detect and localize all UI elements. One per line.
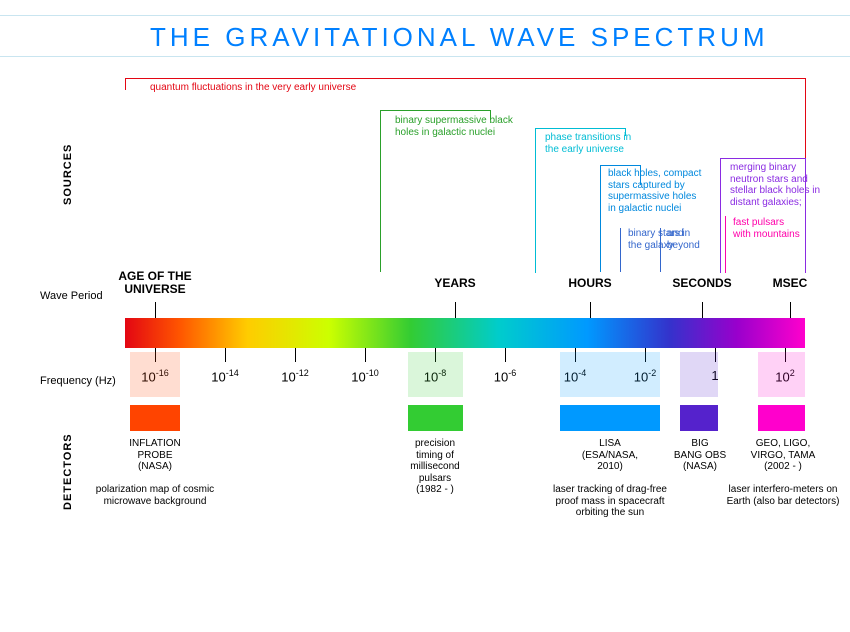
detector-block xyxy=(758,405,805,431)
detector-description: laser interfero-meters on Earth (also ba… xyxy=(721,484,846,507)
axis-label-wave-period: Wave Period xyxy=(40,290,103,302)
axis-label-frequency: Frequency (Hz) xyxy=(40,375,116,387)
header-rule-bottom xyxy=(0,56,850,57)
period-tick xyxy=(155,302,156,318)
source-subline xyxy=(660,228,661,272)
source-sublabel: fast pulsars with mountains xyxy=(733,217,803,240)
frequency-tick xyxy=(505,348,506,362)
source-label: black holes, compact stars captured by s… xyxy=(608,168,703,214)
source-label: phase transitions in the early universe xyxy=(545,132,640,155)
detector-block xyxy=(130,405,180,431)
detector-highlight xyxy=(130,352,180,397)
detector-name: GEO, LIGO,VIRGO, TAMA(2002 - ) xyxy=(728,438,838,473)
side-label-sources: SOURCES xyxy=(62,144,74,205)
source-bracket xyxy=(720,158,805,159)
frequency-tick xyxy=(365,348,366,362)
side-label-detectors: DETECTORS xyxy=(62,433,74,510)
frequency-value: 10-6 xyxy=(494,368,516,384)
detector-block xyxy=(408,405,463,431)
detector-name: INFLATIONPROBE(NASA) xyxy=(100,438,210,473)
source-subline xyxy=(620,228,621,272)
frequency-value: 10-12 xyxy=(281,368,308,384)
detector-highlight xyxy=(680,352,718,397)
source-label: binary supermassive black holes in galac… xyxy=(395,115,535,138)
period-tick xyxy=(590,302,591,318)
detector-highlight xyxy=(758,352,805,397)
source-bracket xyxy=(535,128,625,129)
period-heading: MSEC xyxy=(773,277,808,290)
period-heading: HOURS xyxy=(568,277,611,290)
detector-description: laser tracking of drag-free proof mass i… xyxy=(548,484,673,519)
frequency-value: 10-14 xyxy=(211,368,238,384)
period-tick xyxy=(455,302,456,318)
source-sublabel: and beyond xyxy=(667,228,717,251)
period-heading: SECONDS xyxy=(672,277,731,290)
page-title: THE GRAVITATIONAL WAVE SPECTRUM xyxy=(150,22,769,53)
source-bracket xyxy=(125,78,805,79)
period-heading: AGE OF THEUNIVERSE xyxy=(118,270,191,296)
period-tick xyxy=(702,302,703,318)
source-subline xyxy=(725,216,726,273)
detector-highlight xyxy=(560,352,660,397)
source-bracket xyxy=(600,165,640,166)
detector-block xyxy=(680,405,718,431)
detector-highlight xyxy=(408,352,463,397)
header-rule-top xyxy=(0,15,850,16)
detector-block xyxy=(560,405,660,431)
detector-name: precisiontiming ofmillisecondpulsars(198… xyxy=(380,438,490,496)
frequency-tick xyxy=(295,348,296,362)
spectrum-bar xyxy=(125,318,805,348)
source-label: merging binary neutron stars and stellar… xyxy=(730,162,825,208)
frequency-tick xyxy=(225,348,226,362)
source-label: quantum fluctuations in the very early u… xyxy=(150,82,356,94)
source-bracket xyxy=(380,110,490,111)
period-heading: YEARS xyxy=(434,277,475,290)
period-tick xyxy=(790,302,791,318)
detector-description: polarization map of cosmic microwave bac… xyxy=(93,484,218,507)
frequency-value: 10-10 xyxy=(351,368,378,384)
